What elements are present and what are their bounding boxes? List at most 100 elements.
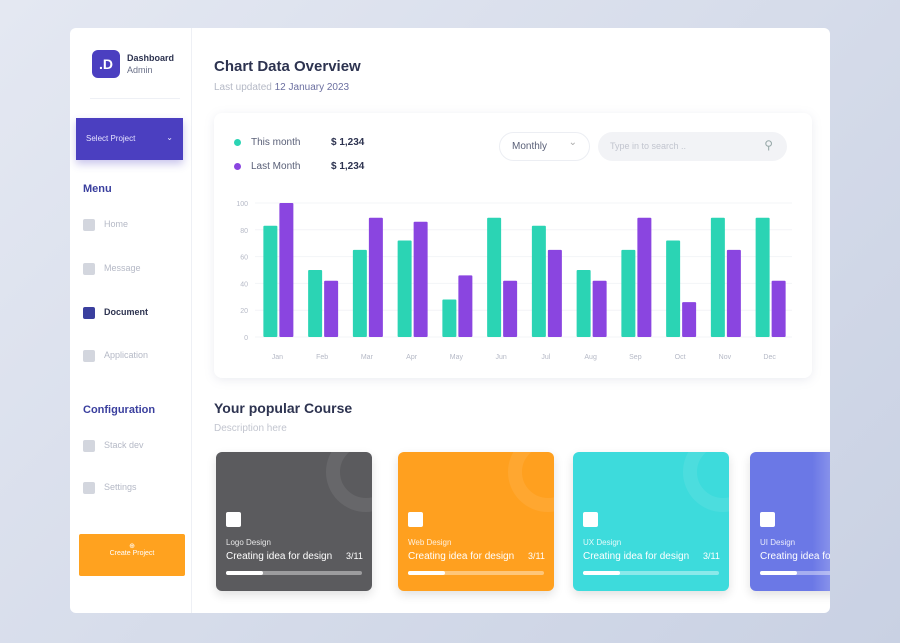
progress-fill [760, 571, 798, 575]
menu-item[interactable]: Message [104, 263, 141, 273]
course-category: Logo Design [226, 538, 271, 547]
bar [487, 217, 502, 337]
course-title: Creating idea for design [408, 551, 515, 562]
legend-dot [234, 163, 241, 170]
menu-icon [83, 350, 95, 362]
project-select[interactable]: Select Project ⌄ [76, 118, 183, 160]
course-progress: 3/11 [346, 551, 363, 561]
x-tick-label: Sep [629, 354, 642, 361]
bar [710, 217, 725, 337]
course-progress: 3/11 [528, 551, 545, 561]
menu-item[interactable]: Settings [104, 482, 137, 492]
x-tick-label: Aug [584, 354, 597, 361]
y-tick-label: 20 [240, 308, 248, 315]
menu-icon [83, 307, 95, 319]
x-tick-label: May [450, 354, 464, 361]
dropdown-label: Monthly [512, 141, 548, 152]
legend-label: Last Month [251, 161, 301, 172]
bar [352, 249, 367, 337]
legend-dot [234, 139, 241, 146]
app-window: .D Dashboard Admin Select Project ⌄ Menu … [70, 28, 830, 613]
bar [397, 240, 412, 337]
course-category: UI Design [760, 538, 796, 547]
progress-fill [226, 571, 264, 575]
select-label: Select Project [86, 134, 136, 143]
bar [726, 249, 741, 337]
bar [368, 217, 383, 337]
bar [279, 203, 294, 337]
course-title: Creating idea for design [583, 551, 690, 562]
progress-track [408, 571, 544, 575]
card-decor [326, 452, 372, 512]
logo: .D [92, 50, 120, 78]
bar [755, 217, 770, 337]
course-card[interactable]: UX Design Creating idea for design 3/11 [573, 452, 729, 591]
sidebar: .D Dashboard Admin Select Project ⌄ Menu … [70, 28, 192, 613]
page-title: Chart Data Overview [214, 58, 361, 75]
card-icon [760, 512, 775, 527]
progress-fill [583, 571, 621, 575]
config-title: Configuration [83, 404, 156, 416]
period-dropdown[interactable]: Monthly ⌄ [499, 132, 590, 161]
course-progress: 3/11 [703, 551, 720, 561]
courses-title: Your popular Course [214, 400, 353, 416]
bar [666, 240, 681, 337]
x-tick-label: Feb [316, 354, 328, 361]
bar [413, 221, 428, 337]
x-tick-label: Nov [719, 354, 732, 361]
x-tick-label: Mar [361, 354, 374, 361]
card-icon [226, 512, 241, 527]
bar [576, 270, 591, 337]
course-title: Creating idea for design [226, 551, 333, 562]
brand-subtitle: Admin [127, 65, 153, 75]
x-tick-label: Jan [272, 354, 283, 361]
y-tick-label: 100 [236, 201, 248, 208]
bar [324, 280, 339, 337]
x-tick-label: Apr [406, 354, 418, 361]
bar [531, 225, 546, 337]
legend-total: $ 1,234 [331, 137, 365, 148]
course-title: Creating idea for design [760, 551, 830, 562]
course-card[interactable]: Logo Design Creating idea for design 3/11 [216, 452, 372, 591]
bar [771, 280, 786, 337]
bar [503, 280, 518, 337]
menu-icon [83, 219, 95, 231]
bar [637, 217, 652, 337]
menu-item[interactable]: Stack dev [104, 440, 144, 450]
search-box[interactable]: Type in to search .. ⚲ [598, 132, 787, 161]
bar [682, 302, 697, 337]
bar [547, 249, 562, 337]
bar [263, 225, 278, 337]
x-tick-label: Jun [495, 354, 506, 361]
menu-icon [83, 440, 95, 452]
card-icon [583, 512, 598, 527]
menu-icon [83, 482, 95, 494]
progress-fill [408, 571, 446, 575]
brand-title: Dashboard [127, 53, 175, 63]
menu-item[interactable]: Application [104, 350, 149, 360]
y-tick-label: 60 [240, 255, 248, 262]
chart-card: Monthly ⌄ Type in to search .. ⚲ 0 20 40 60 80… [214, 113, 812, 378]
y-tick-label: 0 [244, 335, 248, 342]
courses-description: Description here [214, 423, 287, 434]
bar [592, 280, 607, 337]
create-button[interactable]: ⊕ Create Project [79, 534, 185, 576]
bar [308, 270, 323, 337]
progress-track [226, 571, 362, 575]
legend-total: $ 1,234 [331, 161, 365, 172]
menu-item[interactable]: Home [104, 219, 129, 229]
updated-prefix: Last updated [214, 82, 272, 93]
menu-item[interactable]: Document [104, 307, 149, 317]
course-category: Web Design [408, 538, 452, 547]
search-placeholder: Type in to search .. [610, 141, 687, 151]
x-tick-label: Dec [763, 354, 776, 361]
y-tick-label: 40 [240, 281, 248, 288]
legend-label: This month [251, 137, 301, 148]
course-card[interactable]: Web Design Creating idea for design 3/11 [398, 452, 554, 591]
y-tick-label: 80 [240, 228, 248, 235]
updated: Last updated 12 January 2023 [214, 82, 349, 93]
bar [458, 275, 473, 337]
button-label: Create Project [109, 550, 155, 557]
